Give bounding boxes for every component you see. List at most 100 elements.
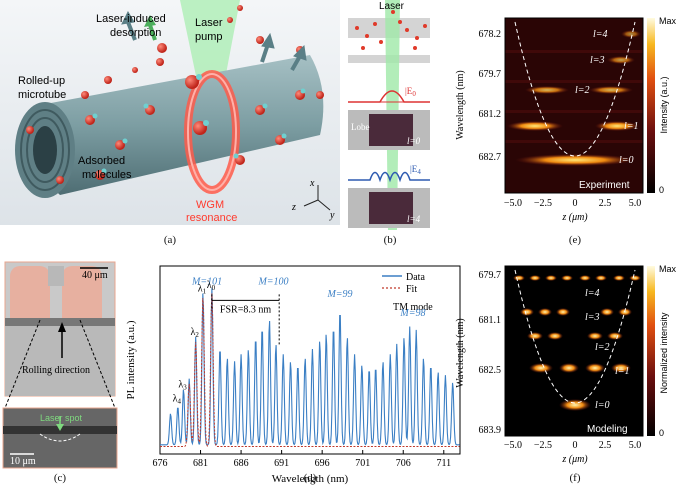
label-wgm-1: WGM	[196, 199, 224, 211]
mode-e-l3	[607, 56, 635, 64]
m-label-1: M=100	[257, 277, 288, 288]
xtick-label-0: 676	[153, 458, 168, 469]
mode-f-l4	[513, 275, 641, 281]
heatmap-e	[505, 18, 643, 193]
e-xlabel: z (μm)	[561, 212, 588, 223]
coordinate-axes	[303, 185, 331, 211]
label-b-l4: l=4	[407, 214, 421, 224]
m-label-2: M=99	[326, 289, 352, 300]
microtube	[33, 55, 324, 195]
e-ylabel: Wavelength (nm)	[455, 70, 466, 139]
xtick-label-5: 701	[355, 458, 370, 469]
label-lobe: Lobe	[351, 122, 370, 132]
e-xtick-2: 0	[573, 198, 578, 209]
label-wgm-2: resonance	[186, 212, 237, 224]
xtick-label-3: 691	[274, 458, 289, 469]
f-ytick-2: 682.5	[479, 365, 502, 376]
panel-f: l=0 l=1 l=2 l=3 l=4 Modeling 679.7 681.1…	[435, 258, 677, 486]
e-xtick-0: −5.0	[504, 198, 522, 209]
chart-ylabel: PL intensity (a.u.)	[125, 320, 137, 399]
c-laser-spot-label: Laser spot	[40, 413, 83, 423]
potential-curve-e	[514, 21, 636, 157]
mode-e-l1-right	[595, 121, 639, 131]
chart-series	[160, 288, 460, 448]
label-microtube-2: microtube	[18, 89, 66, 101]
xtick-label-6: 706	[396, 458, 411, 469]
caption-f: (f)	[569, 472, 581, 484]
f-label-l0: l=0	[595, 400, 610, 411]
e-xtick-4: 5.0	[629, 198, 642, 209]
label-b-l0: l=0	[407, 136, 421, 146]
label-e4: |E4	[410, 164, 421, 176]
c-rolling-label: Rolling direction	[22, 365, 90, 376]
lambda-label-2: λ2	[190, 327, 199, 339]
xtick-label-7: 711	[436, 458, 451, 469]
panel-e: l=0 l=1 l=2 l=3 l=4 Experiment 678.2 679…	[435, 0, 677, 250]
xtick-label-1: 681	[193, 458, 208, 469]
colorbar-e	[647, 18, 655, 193]
spectrum-chart: 676 681 686 691 696 701 706 711 Wavelength (nm)…	[125, 265, 461, 485]
xtick-label-2: 686	[234, 458, 249, 469]
mode-f-l0	[559, 399, 591, 411]
f-cbar-label: Normalized intensity	[659, 312, 669, 394]
f-label-l2: l=2	[595, 342, 610, 353]
mode-e-l0	[515, 154, 635, 166]
axis-y-label: y	[329, 210, 335, 221]
m-label-3: M=98	[399, 308, 425, 319]
e-ytick-2: 681.2	[479, 109, 502, 120]
e-label-l1: l=1	[624, 121, 639, 132]
caption-b: (b)	[383, 234, 397, 246]
mode-f-l2	[527, 332, 623, 340]
panel-a: Laser-induced desorption Laser pump Roll…	[0, 0, 340, 250]
chart-xticks: 676 681 686 691 696 701 706 711	[153, 450, 451, 469]
f-ylabel: Wavelength (nm)	[455, 318, 466, 387]
desorption-arrows	[121, 10, 307, 71]
panel-b-illustration: |E0 Lobe l=0 |E4 l=4 Laser	[348, 0, 430, 230]
mode-f-l3	[520, 308, 632, 316]
axis-x-label: x	[309, 178, 315, 189]
axis-z-label: z	[291, 202, 296, 213]
adsorbed-molecules	[26, 88, 306, 184]
caption-c: (c)	[53, 472, 67, 484]
panel-a-illustration: Laser-induced desorption Laser pump Roll…	[0, 0, 340, 225]
colorbar-f	[647, 266, 655, 436]
f-xtick-0: −5.0	[504, 440, 522, 451]
mode-label: TM mode	[393, 302, 433, 313]
f-cbar-min: 0	[659, 428, 664, 438]
f-xtick-2: 0	[573, 440, 578, 451]
caption-e: (e)	[568, 234, 582, 246]
e-tag: Experiment	[579, 180, 630, 191]
label-adsorbed-2: molecules	[82, 169, 132, 181]
panel-f-map: l=0 l=1 l=2 l=3 l=4 Modeling 679.7 681.1…	[455, 264, 677, 465]
lambda-label-4: λ4	[173, 393, 182, 405]
label-desorption-2: desorption	[110, 27, 161, 39]
f-label-l3: l=3	[585, 312, 600, 323]
e-label-l0: l=0	[619, 155, 634, 166]
panel-d: 676 681 686 691 696 701 706 711 Wavelength (nm)…	[120, 258, 475, 486]
mode-e-l1-left	[507, 121, 563, 131]
e-ytick-1: 679.7	[479, 69, 502, 80]
label-pump-2: pump	[195, 31, 223, 43]
e-cbar-label: Intensity (a.u.)	[659, 76, 669, 133]
e-label-l3: l=3	[590, 55, 605, 66]
caption-d: (d)	[303, 472, 317, 484]
label-e0: |E0	[405, 86, 416, 98]
desorbed-molecules	[81, 5, 324, 99]
heatmap-e-stripes	[505, 50, 643, 143]
m-label-0: M=101	[191, 277, 222, 288]
f-xtick-4: 5.0	[629, 440, 642, 451]
e-cbar-max: Max	[659, 16, 677, 26]
mode-f-l1	[529, 363, 631, 373]
f-xlabel: z (μm)	[561, 454, 588, 465]
f-ytick-3: 683.9	[479, 425, 502, 436]
e-mode-labels: l=0 l=1 l=2 l=3 l=4	[575, 29, 639, 166]
lambda-label-1: λ1	[198, 284, 207, 296]
mode-e-l2-right	[589, 86, 633, 94]
field-profile-e0	[348, 90, 430, 103]
chart-xlabel: Wavelength (nm)	[272, 473, 349, 485]
mode-e-l4	[621, 30, 641, 38]
label-adsorbed-1: Adsorbed	[78, 155, 125, 167]
microtube-c	[5, 318, 115, 326]
field-profile-e4	[348, 171, 430, 183]
f-xtick-1: −2.5	[534, 440, 552, 451]
